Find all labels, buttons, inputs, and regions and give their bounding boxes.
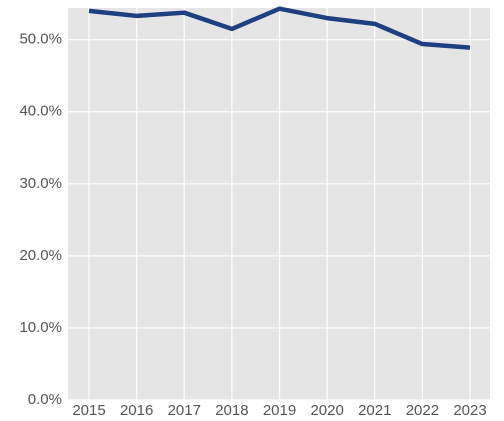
x-tick-label: 2019	[263, 402, 296, 419]
x-tick-label: 2018	[215, 402, 248, 419]
y-tick-label: 20.0%	[19, 247, 62, 264]
x-tick-label: 2023	[453, 402, 486, 419]
x-tick-label: 2022	[406, 402, 439, 419]
x-tick-label: 2017	[168, 402, 201, 419]
x-tick-label: 2021	[358, 402, 391, 419]
y-tick-label: 40.0%	[19, 103, 62, 120]
x-tick-label: 2020	[310, 402, 343, 419]
x-tick-label: 2016	[120, 402, 153, 419]
y-tick-label: 10.0%	[19, 319, 62, 336]
y-tick-label: 0.0%	[28, 391, 62, 408]
y-tick-label: 30.0%	[19, 175, 62, 192]
x-tick-label: 2015	[72, 402, 105, 419]
line	[88, 6, 471, 50]
y-tick-label: 50.0%	[19, 31, 62, 48]
